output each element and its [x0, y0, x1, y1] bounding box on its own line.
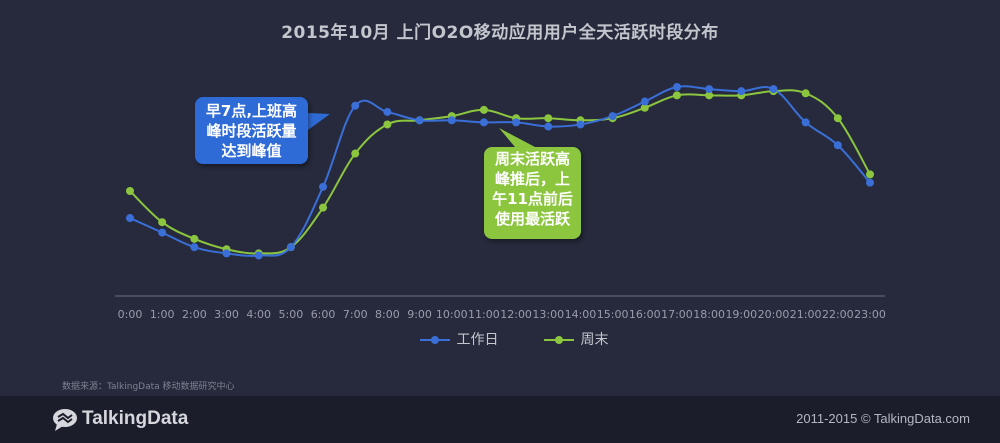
data-point — [254, 251, 263, 260]
legend-item-weekend[interactable]: 周末 — [542, 330, 608, 350]
data-point — [319, 182, 328, 191]
data-point — [640, 103, 649, 112]
legend-weekday-label: 工作日 — [456, 332, 499, 348]
data-point — [672, 83, 681, 91]
x-tick-label: 16:00 — [629, 308, 661, 321]
data-point — [319, 203, 328, 212]
data-point — [158, 228, 167, 237]
x-tick-label: 1:00 — [150, 308, 175, 321]
x-tick-label: 15:00 — [597, 308, 629, 321]
data-point — [576, 120, 585, 129]
x-tick-label: 21:00 — [790, 308, 822, 321]
data-point — [126, 187, 134, 195]
x-tick-label: 3:00 — [214, 308, 239, 321]
data-point — [705, 91, 714, 100]
x-tick-label: 19:00 — [725, 308, 757, 321]
data-point — [158, 218, 167, 227]
x-tick-label: 23:00 — [854, 308, 886, 321]
x-tick-label: 14:00 — [565, 308, 597, 321]
data-point — [479, 118, 488, 127]
x-tick-label: 20:00 — [758, 308, 790, 321]
data-point — [415, 116, 424, 125]
x-tick-label: 4:00 — [246, 308, 271, 321]
talkingdata-logo-icon — [53, 409, 77, 431]
data-point — [769, 85, 778, 94]
x-tick-label: 13:00 — [532, 308, 564, 321]
data-point — [737, 87, 746, 96]
weekend-peak-callout: 周末活跃高 峰推后，上 午11点前后 使用最活跃 — [484, 147, 581, 239]
data-point — [126, 214, 134, 223]
data-point — [866, 178, 874, 187]
x-tick-label: 17:00 — [661, 308, 693, 321]
x-tick-label: 5:00 — [279, 308, 304, 321]
data-point — [351, 101, 360, 110]
data-point — [544, 122, 553, 131]
x-tick-label: 2:00 — [182, 308, 207, 321]
data-point — [383, 107, 392, 116]
legend-weekend-label: 周末 — [580, 332, 609, 348]
data-point — [190, 243, 199, 252]
chart-legend: 工作日 周末 — [0, 330, 1000, 350]
data-point — [833, 114, 842, 123]
data-point — [801, 89, 810, 98]
data-point — [608, 112, 617, 121]
data-point — [447, 116, 456, 125]
data-point — [544, 114, 553, 123]
x-tick-label: 8:00 — [375, 308, 400, 321]
chart-title: 2015年10月 上门O2O移动应用用户全天活跃时段分布 — [281, 23, 719, 43]
data-source-note: 数据来源：TalkingData 移动数据研究中心 — [62, 382, 235, 392]
copyright-text: 2011-2015 © TalkingData.com — [796, 411, 970, 426]
weekday-callout-pointer — [308, 113, 330, 130]
data-point — [640, 97, 649, 106]
weekday-peak-callout: 早7点,上班高 峰时段活跃量 达到峰值 — [195, 97, 308, 164]
legend-item-weekday[interactable]: 工作日 — [418, 330, 498, 350]
data-point — [351, 149, 360, 158]
data-point — [705, 85, 714, 94]
x-tick-label: 10:00 — [436, 308, 468, 321]
footer-bar: TalkingData 2011-2015 © TalkingData.com — [0, 396, 1000, 443]
data-point — [512, 118, 521, 127]
x-tick-label: 22:00 — [822, 308, 854, 321]
data-point — [222, 249, 231, 258]
data-point — [479, 105, 488, 114]
x-tick-label: 7:00 — [343, 308, 368, 321]
legend-weekday-marker — [420, 336, 450, 344]
data-point — [286, 243, 295, 252]
data-point — [383, 120, 392, 129]
x-tick-label: 6:00 — [311, 308, 336, 321]
data-point — [866, 170, 874, 179]
x-tick-label: 18:00 — [693, 308, 725, 321]
data-point — [801, 118, 810, 127]
data-point — [672, 91, 681, 100]
x-tick-label: 12:00 — [500, 308, 532, 321]
data-point — [833, 141, 842, 150]
x-tick-label: 9:00 — [407, 308, 432, 321]
brand-name: TalkingData — [82, 408, 189, 429]
data-point — [190, 234, 199, 243]
x-tick-label: 11:00 — [468, 308, 500, 321]
legend-weekend-marker — [544, 336, 574, 344]
weekend-callout-pointer — [499, 128, 535, 147]
x-tick-label: 0:00 — [118, 308, 143, 321]
